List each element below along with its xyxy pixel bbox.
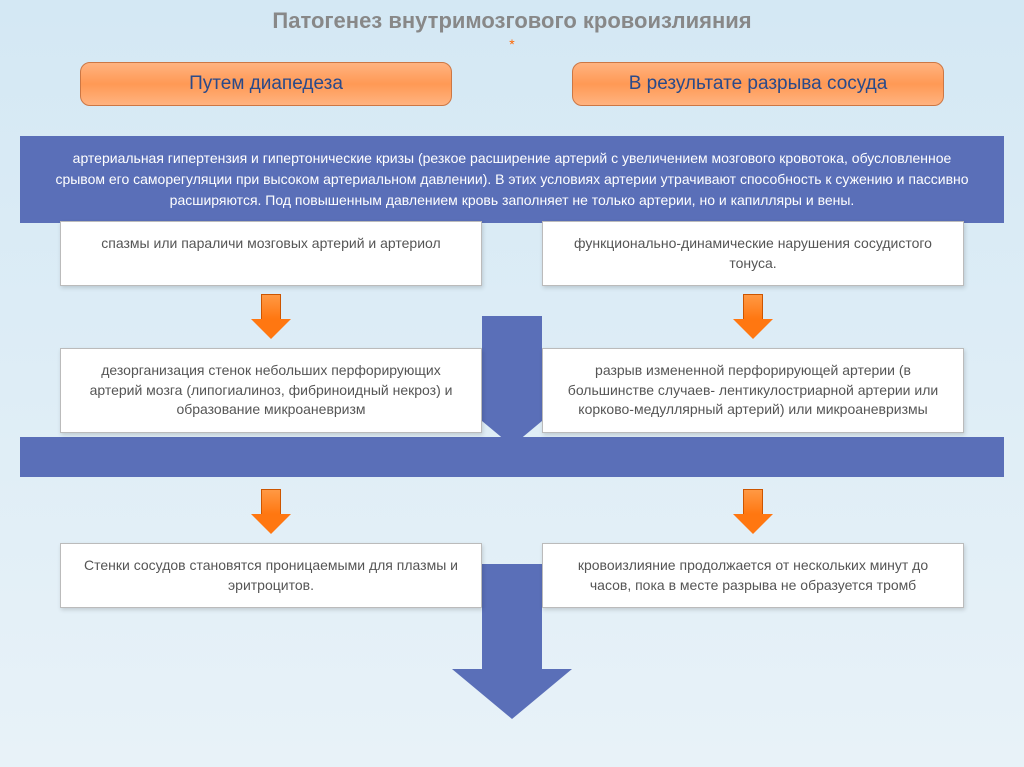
box-permeable: Стенки сосудов становятся проницаемыми д… (60, 543, 482, 608)
top-box-diapedesis: Путем диапедеза (80, 62, 452, 106)
bluebar-mid (20, 437, 1004, 477)
arrow-row-2 (20, 489, 1004, 535)
row-1: спазмы или параличи мозговых артерий и а… (20, 221, 1004, 286)
top-mechanism-row: Путем диапедеза В результате разрыва сос… (20, 62, 1004, 106)
row-3: Стенки сосудов становятся проницаемыми д… (20, 543, 1004, 608)
box-rupture-artery: разрыв измененной перфорирующей артерии … (542, 348, 964, 433)
arrow-row-1 (20, 294, 1004, 340)
down-arrow-icon (251, 489, 291, 535)
bluebar-hypertension: артериальная гипертензия и гипертоническ… (20, 136, 1004, 223)
box-functional: функционально-динамические нарушения сос… (542, 221, 964, 286)
asterisk-mark: * (20, 36, 1004, 52)
top-box-rupture: В результате разрыва сосуда (572, 62, 944, 106)
box-disorganization: дезорганизация стенок небольших перфорир… (60, 348, 482, 433)
down-arrow-icon (251, 294, 291, 340)
box-spasm: спазмы или параличи мозговых артерий и а… (60, 221, 482, 286)
down-arrow-icon (733, 294, 773, 340)
flow-main: артериальная гипертензия и гипертоническ… (20, 136, 1004, 608)
page-title: Патогенез внутримозгового кровоизлияния (20, 8, 1004, 34)
box-hemorrhage-duration: кровоизлияние продолжается от нескольких… (542, 543, 964, 608)
row-2: дезорганизация стенок небольших перфорир… (20, 348, 1004, 433)
down-arrow-icon (733, 489, 773, 535)
